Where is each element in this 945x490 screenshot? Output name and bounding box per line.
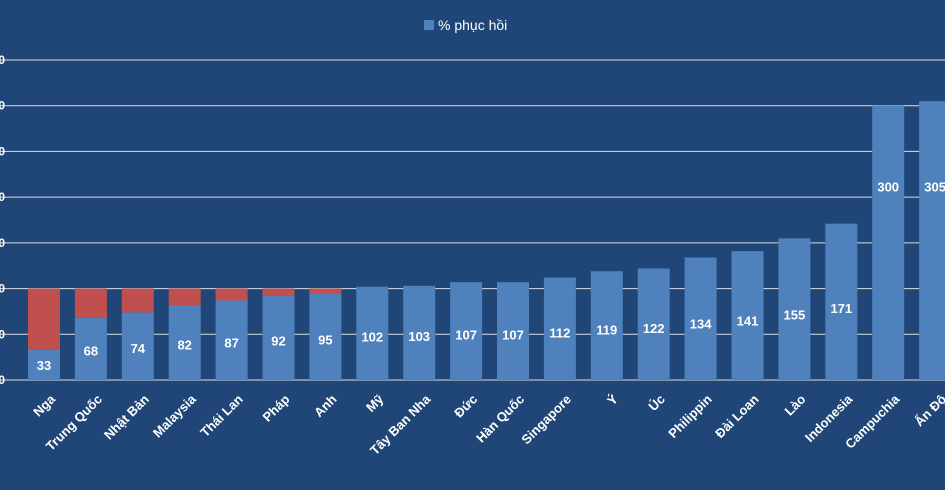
category-label: Ấn Độ bbox=[912, 391, 945, 429]
bar bbox=[637, 268, 670, 380]
y-tick-label: 0 bbox=[0, 373, 5, 387]
y-tick-label: 100 bbox=[0, 282, 5, 296]
y-axis-ticks: 0 50 100 150 200 250 300 350 bbox=[0, 53, 5, 387]
category-label: Đài Loan bbox=[712, 391, 761, 440]
bar-value-label: 141 bbox=[737, 313, 759, 328]
bar bbox=[778, 238, 811, 380]
deficit-segment bbox=[309, 288, 342, 294]
bar bbox=[74, 317, 107, 380]
category-label: Philippin bbox=[665, 391, 714, 440]
bar bbox=[28, 349, 60, 380]
category-label: Anh bbox=[311, 391, 340, 420]
bar bbox=[872, 105, 905, 380]
y-tick-label: 250 bbox=[0, 144, 5, 158]
bar-value-label: 68 bbox=[84, 343, 98, 358]
deficit-segment bbox=[215, 288, 248, 301]
category-label: Nhật Bản bbox=[101, 391, 152, 442]
bar bbox=[450, 282, 483, 380]
bar-value-label: 102 bbox=[361, 329, 383, 344]
bar-value-label: 119 bbox=[596, 322, 617, 337]
bar bbox=[497, 282, 529, 380]
bar bbox=[215, 300, 248, 380]
y-tick-label: 200 bbox=[0, 190, 5, 204]
bar bbox=[543, 277, 576, 380]
bar-value-label: 95 bbox=[318, 332, 332, 347]
bar bbox=[684, 257, 717, 380]
category-label: Mỹ bbox=[363, 391, 387, 415]
deficit-segment bbox=[262, 288, 295, 296]
legend-swatch bbox=[424, 20, 434, 30]
bar bbox=[356, 286, 389, 380]
bar bbox=[403, 285, 436, 380]
deficit-segment bbox=[168, 288, 201, 306]
bar bbox=[731, 251, 764, 380]
category-label: Úc bbox=[645, 392, 667, 414]
bar-value-label: 107 bbox=[502, 327, 524, 342]
category-label: Pháp bbox=[260, 391, 293, 424]
bar-value-label: 33 bbox=[37, 358, 51, 373]
bar-value-label: 107 bbox=[455, 327, 477, 342]
bar-value-label: 122 bbox=[643, 321, 665, 336]
bar-value-label: 134 bbox=[690, 316, 712, 331]
category-label: Lào bbox=[782, 391, 809, 418]
category-label: Đức bbox=[451, 392, 480, 421]
deficit-segment bbox=[28, 288, 60, 350]
bar bbox=[825, 223, 858, 380]
bar-value-label: 92 bbox=[271, 334, 285, 349]
bar-value-label: 74 bbox=[131, 341, 146, 356]
bar bbox=[262, 295, 295, 380]
legend: % phục hồi bbox=[424, 17, 507, 33]
category-label: Ý bbox=[604, 391, 621, 408]
bar-value-label: 103 bbox=[408, 329, 430, 344]
bar bbox=[919, 101, 945, 381]
bar-value-label: 112 bbox=[549, 325, 570, 340]
y-tick-label: 50 bbox=[0, 327, 5, 341]
deficit-segment bbox=[74, 288, 107, 318]
bars bbox=[28, 101, 945, 381]
bar bbox=[309, 293, 342, 380]
y-tick-label: 350 bbox=[0, 53, 5, 67]
category-label: Thái Lan bbox=[197, 391, 245, 439]
legend-label: % phục hồi bbox=[438, 17, 507, 33]
bar-value-label: 171 bbox=[830, 301, 852, 316]
bar-value-label: 300 bbox=[877, 179, 899, 194]
bar-value-label: 305 bbox=[924, 179, 945, 194]
bar bbox=[168, 305, 201, 380]
bar-value-label: 82 bbox=[177, 338, 191, 353]
category-label: Malaysia bbox=[150, 391, 199, 440]
bar bbox=[121, 312, 154, 380]
bar-value-label: 87 bbox=[224, 336, 238, 351]
deficit-segment bbox=[121, 288, 154, 313]
bar-value-label: 155 bbox=[784, 308, 806, 323]
y-tick-label: 300 bbox=[0, 99, 5, 113]
category-label: Singapore bbox=[518, 392, 574, 448]
data-labels: 33 68 74 82 87 92 95 102 103 107 107 112 119 122 134 14… bbox=[37, 179, 945, 372]
bar bbox=[590, 271, 623, 380]
category-label: Nga bbox=[30, 391, 59, 420]
y-tick-label: 150 bbox=[0, 236, 5, 250]
